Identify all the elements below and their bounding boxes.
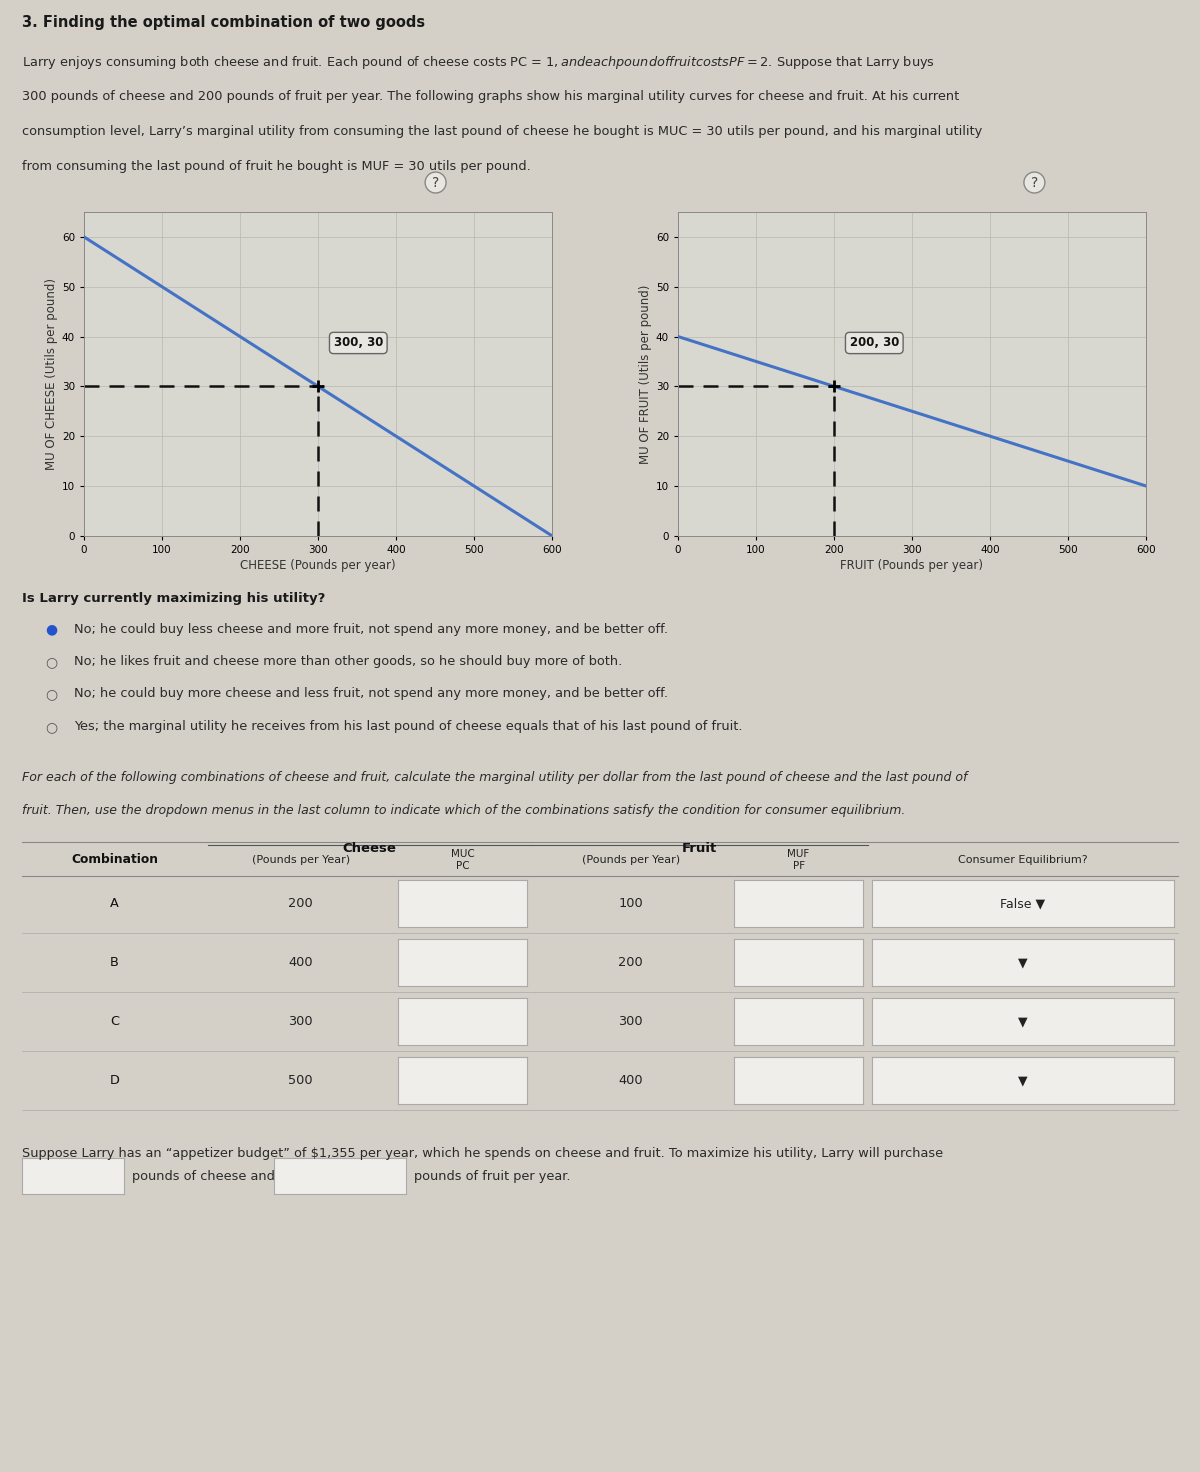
- Text: ●: ●: [46, 623, 58, 637]
- Text: 300: 300: [288, 1016, 313, 1027]
- Text: ○: ○: [46, 720, 58, 735]
- Text: (Pounds per Year): (Pounds per Year): [582, 855, 679, 864]
- Text: 500: 500: [288, 1075, 313, 1086]
- X-axis label: CHEESE (Pounds per year): CHEESE (Pounds per year): [240, 559, 396, 573]
- Text: ?: ?: [432, 175, 439, 190]
- Text: 400: 400: [288, 957, 313, 969]
- Text: No; he could buy less cheese and more fruit, not spend any more money, and be be: No; he could buy less cheese and more fr…: [74, 623, 668, 636]
- Text: For each of the following combinations of cheese and fruit, calculate the margin: For each of the following combinations o…: [22, 771, 967, 785]
- Text: ?: ?: [1031, 175, 1038, 190]
- Y-axis label: MU OF CHEESE (Utils per pound): MU OF CHEESE (Utils per pound): [44, 278, 58, 470]
- Text: pounds of cheese and: pounds of cheese and: [132, 1170, 275, 1182]
- Text: from consuming the last pound of fruit he bought is MUF = 30 utils per pound.: from consuming the last pound of fruit h…: [22, 160, 530, 174]
- Text: Is Larry currently maximizing his utility?: Is Larry currently maximizing his utilit…: [22, 592, 325, 605]
- Text: Combination: Combination: [71, 854, 158, 867]
- Text: No; he could buy more cheese and less fruit, not spend any more money, and be be: No; he could buy more cheese and less fr…: [74, 687, 668, 701]
- Text: pounds of fruit per year.: pounds of fruit per year.: [414, 1170, 570, 1182]
- Text: Larry enjoys consuming both cheese and fruit. Each pound of cheese costs PC = $1: Larry enjoys consuming both cheese and f…: [22, 54, 935, 72]
- Text: consumption level, Larry’s marginal utility from consuming the last pound of che: consumption level, Larry’s marginal util…: [22, 125, 982, 138]
- Text: Suppose Larry has an “appetizer budget” of $1,355 per year, which he spends on c: Suppose Larry has an “appetizer budget” …: [22, 1147, 943, 1160]
- Text: ▼: ▼: [1018, 957, 1028, 969]
- Text: False ▼: False ▼: [1001, 898, 1045, 910]
- Text: MUF
PF: MUF PF: [787, 849, 810, 870]
- Text: Yes; the marginal utility he receives from his last pound of cheese equals that : Yes; the marginal utility he receives fr…: [74, 720, 743, 733]
- Text: (Pounds per Year): (Pounds per Year): [252, 855, 349, 864]
- Text: MUC
PC: MUC PC: [451, 849, 474, 870]
- Text: 3. Finding the optimal combination of two goods: 3. Finding the optimal combination of tw…: [22, 15, 425, 29]
- Text: 300: 300: [618, 1016, 643, 1027]
- Y-axis label: MU OF FRUIT (Utils per pound): MU OF FRUIT (Utils per pound): [638, 284, 652, 464]
- X-axis label: FRUIT (Pounds per year): FRUIT (Pounds per year): [840, 559, 984, 573]
- Text: 400: 400: [618, 1075, 643, 1086]
- Text: D: D: [109, 1075, 120, 1086]
- Text: 200: 200: [288, 898, 313, 910]
- Text: 300, 30: 300, 30: [334, 337, 383, 349]
- Text: B: B: [110, 957, 119, 969]
- Text: 100: 100: [618, 898, 643, 910]
- Text: Fruit: Fruit: [682, 842, 718, 855]
- Text: ▼: ▼: [1018, 1016, 1028, 1027]
- Text: Consumer Equilibrium?: Consumer Equilibrium?: [958, 855, 1088, 864]
- Text: ○: ○: [46, 655, 58, 670]
- Text: 200, 30: 200, 30: [850, 337, 899, 349]
- Text: 200: 200: [618, 957, 643, 969]
- Text: 300 pounds of cheese and 200 pounds of fruit per year. The following graphs show: 300 pounds of cheese and 200 pounds of f…: [22, 90, 959, 103]
- Text: No; he likes fruit and cheese more than other goods, so he should buy more of bo: No; he likes fruit and cheese more than …: [74, 655, 623, 668]
- Text: A: A: [110, 898, 119, 910]
- Text: fruit. Then, use the dropdown menus in the last column to indicate which of the : fruit. Then, use the dropdown menus in t…: [22, 804, 905, 817]
- Text: C: C: [110, 1016, 119, 1027]
- Text: Cheese: Cheese: [343, 842, 396, 855]
- Text: ○: ○: [46, 687, 58, 702]
- Text: ▼: ▼: [1018, 1075, 1028, 1086]
